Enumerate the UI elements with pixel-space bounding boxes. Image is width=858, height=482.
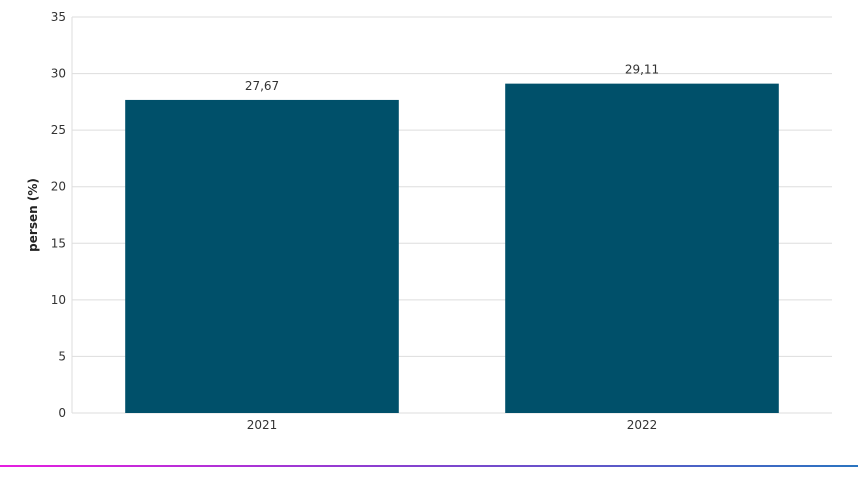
- x-tick-label-2021: 2021: [247, 418, 278, 432]
- y-tick-label: 35: [51, 10, 66, 24]
- data-label-2022: 29,11: [625, 63, 659, 77]
- data-labels: 27,67 29,11: [245, 63, 659, 93]
- y-tick-label: 30: [51, 67, 66, 81]
- y-tick-label: 0: [58, 406, 66, 420]
- bars: [125, 83, 779, 413]
- y-tick-label: 10: [51, 293, 66, 307]
- y-axis-title: persen (%): [26, 178, 40, 252]
- y-tick-label: 15: [51, 236, 66, 250]
- data-label-2021: 27,67: [245, 79, 279, 93]
- y-tick-labels: 0 5 10 15 20 25 30 35: [51, 10, 66, 420]
- y-tick-label: 25: [51, 123, 66, 137]
- bar-2021: [125, 99, 399, 413]
- y-tick-label: 5: [58, 349, 66, 363]
- bottom-divider: [0, 465, 858, 467]
- y-tick-label: 20: [51, 180, 66, 194]
- x-tick-label-2022: 2022: [627, 418, 658, 432]
- x-tick-labels: 2021 2022: [247, 418, 658, 432]
- bar-2022: [505, 83, 779, 413]
